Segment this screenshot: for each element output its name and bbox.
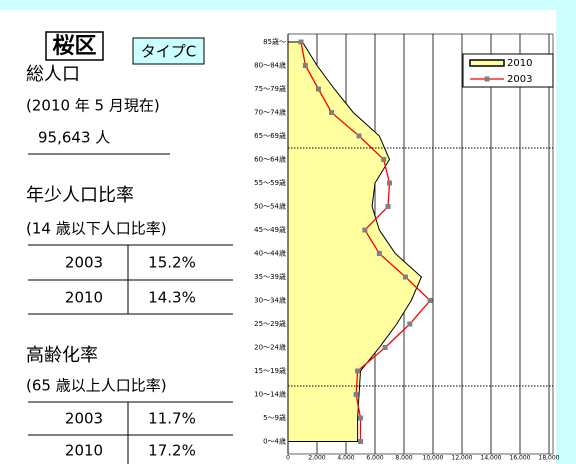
marker	[353, 392, 359, 397]
population-label: 総人口	[26, 64, 80, 85]
marker	[302, 63, 308, 68]
cell: 11.7%	[148, 410, 196, 428]
legend: 2010 2003	[462, 53, 554, 88]
line	[300, 41, 431, 442]
marker	[427, 298, 433, 303]
area	[287, 41, 423, 442]
y-tick-label: 65～69歳	[254, 131, 286, 140]
marker	[358, 439, 363, 444]
legend-label: 2010	[507, 58, 532, 69]
y-tick-label: 70～74歳	[254, 108, 286, 117]
cell: 17.2%	[148, 442, 196, 460]
marker	[387, 180, 392, 186]
marker	[329, 110, 334, 115]
x-tick-label: 16,000	[510, 455, 531, 462]
youth-note: (14 歳以下人口比率)	[26, 220, 167, 238]
y-tick-label: 60～64歳	[254, 155, 286, 164]
chart: 0 2,000 4,000 6,000 8,000 10,000 12,000 14,000 1…	[254, 33, 560, 462]
plot-border	[287, 33, 554, 455]
cell: 15.2%	[148, 254, 196, 272]
cell: 2010	[65, 442, 103, 460]
marker	[407, 321, 413, 327]
legend-swatch	[484, 76, 490, 82]
y-tick-label: 85歳～	[263, 37, 286, 46]
y-tick-label: 25～29歳	[254, 319, 286, 328]
type-box	[132, 37, 205, 65]
marker	[358, 415, 363, 421]
marker	[385, 204, 391, 209]
type: タイプC	[141, 43, 196, 61]
marker	[376, 251, 382, 256]
y-tick-label: 35～39歳	[254, 272, 286, 281]
x-tick-label: 4,000	[337, 455, 354, 462]
x-tick-label: 8,000	[395, 455, 412, 462]
youth-table: 2003 15.2% 2010 14.3%	[28, 244, 233, 315]
cell: 14.3%	[148, 289, 196, 307]
population-value: 95,643 人	[38, 129, 110, 147]
x-tick-label: 6,000	[366, 455, 383, 462]
y-tick-label: 40～44歳	[254, 249, 286, 258]
y-tick-label: 30～34歳	[254, 296, 286, 305]
population-note: (2010 年 5 月現在)	[26, 97, 160, 115]
marker	[315, 86, 321, 92]
marker	[356, 133, 362, 139]
legend-swatch	[469, 59, 505, 67]
marker	[298, 39, 304, 45]
aging-table: 2003 11.7% 2010 17.2%	[28, 401, 233, 464]
y-tick-label: 5～9歳	[263, 413, 286, 422]
youth-label: 年少人口比率	[26, 185, 134, 206]
y-tick-label: 0～4歳	[263, 437, 286, 446]
marker	[355, 368, 361, 374]
marker	[382, 345, 388, 350]
y-tick-label: 75～79歳	[254, 84, 286, 93]
cell: 2010	[65, 289, 103, 307]
cell: 2003	[65, 410, 103, 428]
marker	[381, 157, 387, 162]
x-tick-label: 14,000	[481, 455, 502, 462]
aging-label: 高齢化率	[26, 345, 98, 366]
marker	[362, 227, 368, 233]
marker	[402, 274, 408, 280]
y-tick-label: 10～14歳	[254, 390, 286, 399]
legend-label: 2003	[507, 74, 532, 85]
x-tick-label: 2,000	[308, 455, 325, 462]
cell: 2003	[65, 254, 103, 272]
y-tick-label: 80～84歳	[254, 61, 286, 70]
x-tick-label: 10,000	[423, 455, 444, 462]
y-tick-label: 15～19歳	[254, 366, 286, 375]
y-tick-label: 50～54歳	[254, 202, 286, 211]
y-tick-label: 55～59歳	[254, 178, 286, 187]
x-tick-label: 0	[286, 455, 290, 462]
x-tick-label: 12,000	[452, 455, 473, 462]
y-tick-label: 20～24歳	[254, 343, 286, 352]
ward: 桜区	[52, 34, 96, 59]
x-tick-label: 18,000	[539, 455, 560, 462]
aging-note: (65 歳以上人口比率)	[26, 377, 167, 395]
ward-box	[45, 31, 104, 61]
y-tick-label: 45～49歳	[254, 225, 286, 234]
